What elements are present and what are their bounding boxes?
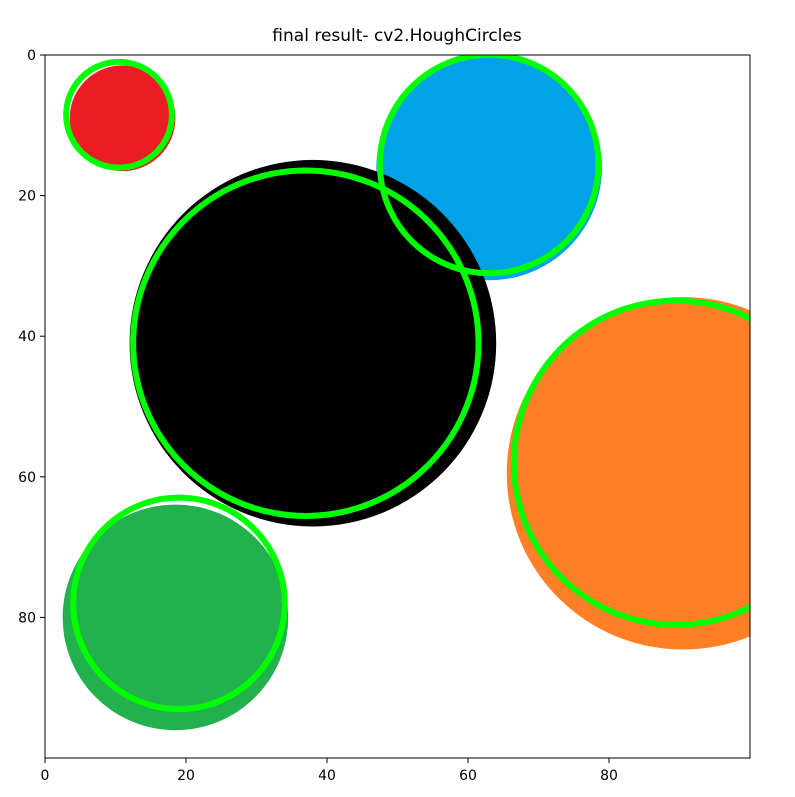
detected-circle-1 xyxy=(63,58,175,171)
plot-frame xyxy=(44,54,751,759)
y-tick-label: 40 xyxy=(18,329,36,345)
detected-circle-2 xyxy=(376,55,602,277)
green-circle xyxy=(62,504,289,731)
detected-circle-5 xyxy=(70,494,288,713)
red-circle xyxy=(69,65,176,172)
x-tick-label: 20 xyxy=(177,768,195,784)
y-tick-label: 20 xyxy=(18,189,36,205)
y-tick-label: 80 xyxy=(18,610,36,626)
x-tick-label: 40 xyxy=(318,768,336,784)
orange-circle xyxy=(506,297,750,650)
detected-circle-4 xyxy=(510,297,750,628)
y-axis: 0 20 40 60 80 xyxy=(18,48,45,626)
detected-circle-3 xyxy=(130,167,482,519)
black-circle xyxy=(129,159,497,527)
x-tick-label: 60 xyxy=(459,768,477,784)
x-tick-label: 0 xyxy=(41,768,50,784)
x-tick-label: 80 xyxy=(600,768,618,784)
x-axis: 0 20 40 60 80 xyxy=(41,758,618,784)
y-tick-label: 60 xyxy=(18,470,36,486)
circles-layer xyxy=(62,55,750,731)
detected-circles-layer xyxy=(63,55,750,713)
y-tick-label: 0 xyxy=(27,48,36,64)
chart-title: final result- cv2.HoughCircles xyxy=(272,26,522,46)
